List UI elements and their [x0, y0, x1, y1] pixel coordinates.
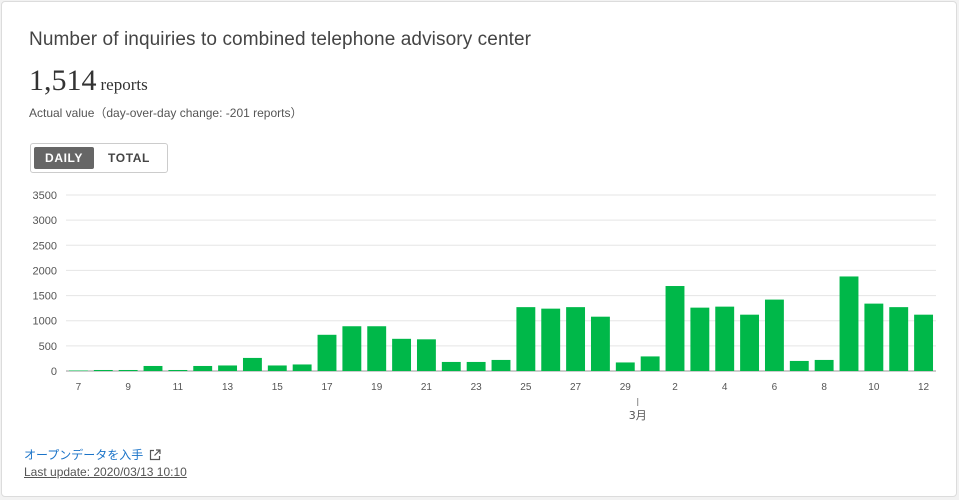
y-tick-label: 500	[39, 341, 57, 353]
daily-button[interactable]: DAILY	[34, 147, 94, 169]
current-value: 1,514 reports	[29, 64, 148, 98]
x-tick-label: 15	[272, 382, 284, 393]
bar[interactable]	[168, 369, 188, 371]
y-tick-label: 1000	[33, 316, 57, 328]
bar[interactable]	[441, 361, 461, 371]
view-toggle: DAILY TOTAL	[30, 143, 168, 173]
open-data-label[interactable]: オープンデータを入手	[24, 448, 144, 462]
bar[interactable]	[218, 365, 238, 371]
bar[interactable]	[715, 306, 735, 371]
bar[interactable]	[640, 356, 660, 371]
bar[interactable]	[68, 370, 88, 371]
x-tick-label: 2	[672, 382, 678, 393]
total-button[interactable]: TOTAL	[108, 151, 150, 165]
bar[interactable]	[814, 359, 834, 371]
x-tick-label: 9	[125, 382, 131, 393]
y-axis-ticks: 0 500 1000 1500 2000 2500 3000 3500	[33, 190, 57, 378]
y-tick-label: 1500	[33, 291, 57, 303]
chart-title: Number of inquiries to combined telephon…	[29, 29, 532, 50]
month-label: 3月	[629, 409, 647, 422]
bar[interactable]	[367, 326, 387, 371]
bar[interactable]	[665, 286, 685, 371]
value-number: 1,514	[29, 64, 97, 97]
x-tick-label: 29	[620, 382, 632, 393]
bar-chart: 0 500 1000 1500 2000 2500 3000 3500 7 9 11 13 15 17 1…	[33, 190, 936, 422]
bar[interactable]	[93, 369, 113, 371]
bar[interactable]	[590, 316, 610, 371]
y-tick-label: 3000	[33, 215, 57, 227]
bar[interactable]	[690, 307, 710, 371]
y-tick-label: 0	[51, 366, 57, 378]
bar[interactable]	[516, 307, 536, 371]
x-tick-label: 11	[173, 382, 184, 393]
bar[interactable]	[317, 334, 337, 371]
day-over-day-change: Actual value（day-over-day change: -201 r…	[29, 106, 303, 120]
bar[interactable]	[143, 365, 163, 371]
x-tick-label: 12	[918, 382, 930, 393]
y-tick-label: 2500	[33, 240, 57, 252]
x-tick-label: 8	[821, 382, 827, 393]
bar[interactable]	[416, 339, 436, 371]
x-tick-label: 13	[222, 382, 234, 393]
gridlines	[66, 194, 936, 372]
bar[interactable]	[566, 307, 586, 371]
open-data-link[interactable]: オープンデータを入手	[24, 446, 161, 463]
bar[interactable]	[889, 307, 909, 371]
x-tick-label: 6	[772, 382, 778, 393]
x-tick-label: 17	[321, 382, 333, 393]
bar[interactable]	[292, 364, 312, 371]
x-tick-label: 19	[371, 382, 383, 393]
x-tick-label: 25	[520, 382, 532, 393]
bar[interactable]	[914, 314, 934, 371]
y-tick-label: 2000	[33, 265, 57, 277]
x-tick-label: 21	[421, 382, 433, 393]
bar[interactable]	[491, 359, 511, 371]
last-update[interactable]: Last update: 2020/03/13 10:10	[24, 465, 187, 479]
x-tick-label: 27	[570, 382, 582, 393]
x-tick-label: 7	[76, 382, 82, 393]
external-link-icon	[150, 448, 161, 460]
bar[interactable]	[392, 338, 412, 371]
bar[interactable]	[541, 308, 561, 371]
bar[interactable]	[242, 357, 262, 371]
x-tick-label: 23	[471, 382, 483, 393]
bar[interactable]	[764, 299, 784, 371]
bar[interactable]	[118, 369, 138, 371]
bar[interactable]	[864, 303, 884, 371]
bar[interactable]	[789, 360, 809, 371]
bar[interactable]	[615, 362, 635, 371]
bar[interactable]	[466, 361, 486, 371]
bars	[68, 276, 934, 371]
bar[interactable]	[193, 365, 213, 371]
bar[interactable]	[267, 365, 287, 371]
bar[interactable]	[740, 314, 760, 371]
bar[interactable]	[342, 326, 362, 371]
value-unit: reports	[100, 75, 148, 94]
x-axis-ticks: 7 9 11 13 15 17 19 21 23 25 27 29 2 4 6 8 10 12 3月	[76, 382, 930, 422]
bar[interactable]	[839, 276, 859, 371]
y-tick-label: 3500	[33, 190, 57, 202]
x-tick-label: 10	[868, 382, 880, 393]
x-tick-label: 4	[722, 382, 728, 393]
